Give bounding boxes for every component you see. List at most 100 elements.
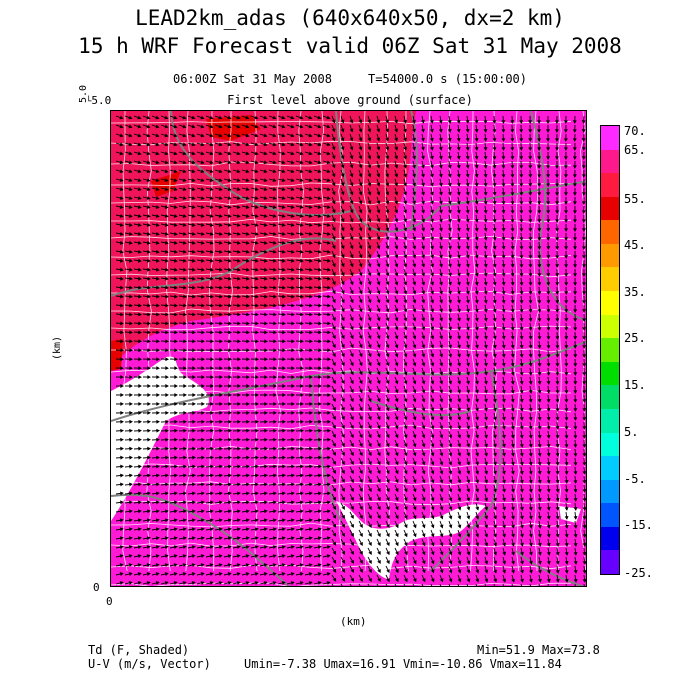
wind-vector-head (254, 187, 259, 192)
wind-vector-head (582, 273, 586, 277)
wind-vector-head (519, 246, 524, 250)
wind-vector-head (299, 214, 304, 218)
wind-vector-head (465, 245, 470, 250)
wind-vector-head (376, 245, 381, 250)
wind-vector-head (385, 227, 390, 232)
wind-vector-head (492, 219, 497, 223)
wind-vector-head (367, 182, 372, 187)
wind-vector-head (358, 155, 363, 160)
wind-vector-head (146, 205, 151, 209)
wind-vector-head (290, 231, 295, 236)
wind-vector-head (182, 240, 187, 245)
wind-vector-head (528, 165, 533, 169)
wind-vector-head (510, 138, 515, 142)
wind-vector-head (403, 191, 407, 196)
wind-vector-head (412, 245, 417, 250)
wind-vector-head (412, 236, 417, 241)
wind-vector-head (119, 196, 124, 200)
wind-vector-head (349, 281, 354, 286)
wind-vector-head (327, 267, 331, 272)
wind-vector-head (474, 245, 479, 250)
wind-vector-head (254, 142, 259, 147)
wind-vector-head (290, 142, 295, 147)
wind-vector-head (564, 210, 568, 214)
wind-vector-head (200, 151, 205, 156)
wind-vector-head (465, 227, 470, 232)
wind-vector-head (519, 174, 524, 178)
wind-vector-head (299, 258, 304, 263)
wind-vector-head (282, 267, 286, 272)
wind-vector-head (164, 205, 169, 209)
wind-vector-head (581, 192, 586, 196)
wind-vector-head (537, 120, 542, 124)
wind-vector-head (155, 205, 160, 209)
wind-vector-head (438, 182, 443, 187)
wind-vector-head (555, 183, 560, 187)
wind-vector-head (447, 227, 452, 232)
wind-vector-head (555, 282, 560, 286)
wind-vector-head (385, 290, 390, 295)
wind-vector-head (429, 146, 434, 151)
wind-vector-head (155, 196, 160, 200)
wind-vector-head (173, 249, 178, 254)
wind-vector-head (474, 129, 479, 133)
wind-vector-head (537, 165, 542, 169)
wind-vector-head (254, 249, 259, 254)
wind-vector-head (537, 210, 542, 214)
wind-vector-head (394, 191, 399, 196)
wind-vector-head (412, 191, 417, 196)
wind-vector-head (430, 182, 434, 187)
wind-vector-head (403, 218, 408, 223)
wind-vector-head (155, 240, 160, 245)
wind-vector-head (290, 249, 295, 254)
wind-vector-head (182, 258, 187, 263)
wind-vector-head (254, 205, 259, 209)
wind-vector-head (483, 210, 488, 214)
wind-vector-head (146, 169, 151, 174)
wind-vector-head (572, 201, 577, 205)
wind-vector-head (331, 128, 336, 133)
wind-vector-head (254, 160, 259, 165)
wind-vector-head (200, 160, 205, 165)
wind-vector-head (245, 205, 250, 209)
wind-vector-head (227, 151, 232, 156)
wind-vector-head (317, 169, 322, 174)
wind-vector-head (403, 137, 407, 142)
wind-vector-head (412, 146, 416, 151)
wind-vector-head (474, 290, 479, 295)
wind-vector-head (146, 133, 151, 138)
wind-vector-head (326, 258, 331, 263)
wind-vector-head (439, 200, 443, 205)
wind-vector-head (421, 218, 426, 223)
wind-vector-head (537, 237, 542, 241)
wind-vector-head (465, 156, 470, 160)
wind-vector-head (146, 151, 151, 156)
wind-vector-head (448, 281, 452, 286)
wind-vector-head (182, 160, 187, 165)
wind-vector-head (272, 160, 277, 165)
wind-vector-head (200, 231, 205, 236)
valid-time-info: 06:00Z Sat 31 May 2008 T=54000.0 s (15:0… (172, 72, 527, 86)
wind-vector-head (146, 196, 151, 200)
wind-vector-head (367, 119, 372, 124)
wind-vector-head (340, 128, 345, 133)
wind-vector-head (281, 133, 286, 138)
wind-vector-head (537, 156, 542, 160)
wind-vector-head (173, 142, 178, 147)
wind-vector-head (394, 281, 399, 286)
wind-vector-head (119, 160, 124, 165)
wind-vector-head (492, 264, 497, 268)
wind-vector-head (501, 129, 506, 133)
wind-vector-head (281, 258, 286, 263)
wind-vector-head (264, 267, 268, 272)
wind-vector-head (447, 119, 452, 124)
wind-vector-head (528, 156, 533, 160)
wind-vector-head (317, 187, 322, 192)
wind-vector-head (138, 285, 142, 290)
wind-vector-head (555, 237, 560, 241)
wind-vector-head (218, 115, 223, 120)
wind-vector-head (519, 282, 524, 286)
wind-vector-head (582, 255, 586, 259)
wind-vector-head (236, 231, 241, 236)
wind-vector-head (385, 146, 390, 151)
